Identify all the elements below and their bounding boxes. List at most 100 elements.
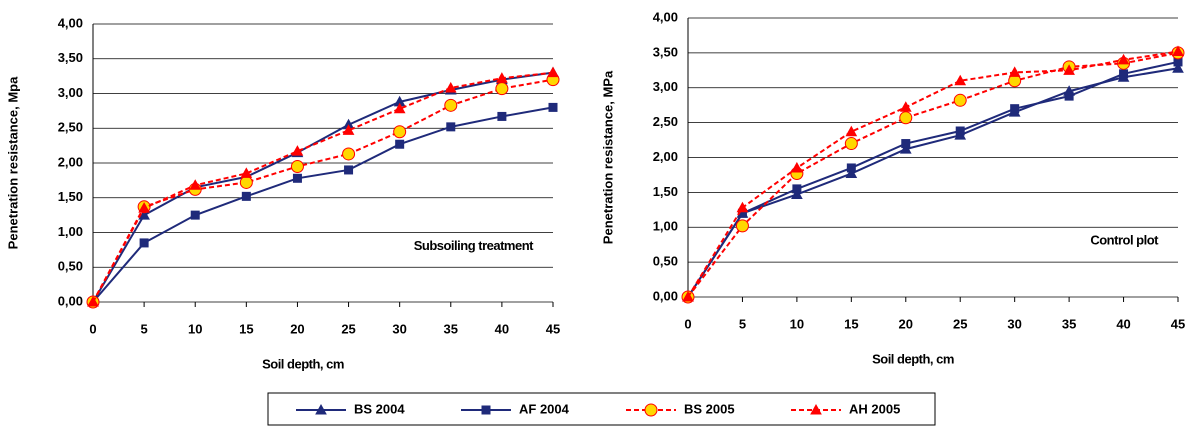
marker (291, 145, 304, 156)
marker (189, 179, 202, 190)
series-line (92, 71, 554, 303)
marker (955, 126, 965, 136)
marker (292, 173, 302, 183)
annotation: Subsoiling treatment (414, 238, 534, 253)
x-tick-label: 30 (1007, 316, 1021, 331)
y-tick-label: 3,50 (653, 44, 678, 59)
marker (241, 191, 251, 201)
marker (1064, 91, 1074, 101)
series-line (687, 67, 1179, 298)
x-tick-label: 35 (1062, 316, 1076, 331)
marker (393, 125, 407, 139)
y-tick-label: 4,00 (58, 15, 83, 30)
y-tick-label: 3,00 (653, 79, 678, 94)
marker (1172, 62, 1184, 73)
marker (899, 101, 912, 112)
y-tick-label: 0,00 (58, 293, 83, 308)
marker (1117, 53, 1130, 65)
marker (342, 147, 356, 161)
y-tick-label: 3,00 (58, 85, 83, 100)
y-axis-label: Penetration resistance, Mpa (5, 76, 20, 249)
marker (846, 163, 856, 173)
y-axis-label: Penetration resistance, MPa (600, 70, 615, 244)
marker (393, 102, 406, 114)
x-tick-label: 5 (739, 316, 746, 331)
marker (791, 188, 803, 199)
x-tick-label: 25 (341, 321, 355, 336)
marker (190, 210, 200, 220)
marker (899, 111, 913, 125)
x-tick-label: 15 (239, 321, 253, 336)
series-line (687, 51, 1179, 298)
x-tick-label: 0 (684, 316, 691, 331)
y-tick-label: 0,50 (58, 259, 83, 274)
marker (1010, 104, 1020, 114)
x-tick-label: 20 (899, 316, 913, 331)
marker (239, 175, 253, 189)
y-tick-label: 2,00 (653, 149, 678, 164)
y-tick-label: 1,50 (58, 189, 83, 204)
marker (444, 81, 457, 93)
series-line (687, 50, 1179, 298)
y-tick-label: 1,00 (653, 219, 678, 234)
y-tick-label: 2,50 (58, 120, 83, 135)
x-tick-label: 40 (1116, 316, 1130, 331)
y-tick-label: 2,50 (653, 114, 678, 129)
y-tick-label: 4,00 (653, 9, 678, 24)
legend-marker (315, 403, 327, 415)
marker (792, 184, 802, 194)
marker (344, 165, 354, 175)
legend-label: BS 2005 (684, 401, 735, 416)
series-line (92, 71, 554, 303)
legend-marker (644, 403, 658, 417)
y-tick-label: 1,00 (58, 224, 83, 239)
x-tick-label: 20 (290, 321, 304, 336)
marker (495, 82, 509, 96)
marker (1008, 66, 1021, 77)
y-tick-label: 1,50 (653, 184, 678, 199)
legend-label: BS 2004 (354, 401, 405, 416)
x-tick-label: 45 (1171, 316, 1185, 331)
marker (953, 93, 967, 107)
marker (899, 143, 912, 154)
marker (844, 137, 858, 151)
marker (496, 72, 508, 83)
y-tick-label: 0,50 (653, 254, 678, 269)
marker (954, 74, 967, 86)
legend-marker (481, 405, 491, 415)
x-tick-label: 35 (444, 321, 458, 336)
marker (290, 159, 304, 173)
marker (446, 122, 456, 132)
marker (139, 238, 149, 248)
x-tick-label: 30 (392, 321, 406, 336)
marker (444, 98, 458, 112)
x-tick-label: 0 (89, 321, 96, 336)
x-axis-label: Soil depth, cm (262, 356, 344, 371)
marker (548, 102, 558, 112)
legend-label: AF 2004 (519, 401, 570, 416)
x-tick-label: 40 (495, 321, 509, 336)
marker (547, 66, 559, 78)
marker (1119, 69, 1129, 79)
legend-marker (810, 403, 822, 415)
y-tick-label: 0,00 (653, 288, 678, 303)
x-axis-label: Soil depth, cm (872, 351, 954, 366)
x-tick-label: 5 (140, 321, 147, 336)
marker (901, 139, 911, 149)
marker (395, 139, 405, 149)
marker (736, 201, 749, 213)
marker (791, 161, 803, 173)
marker (735, 219, 749, 233)
marker (845, 125, 858, 137)
marker (1172, 45, 1184, 56)
marker (87, 295, 99, 307)
x-tick-label: 45 (546, 321, 560, 336)
marker (682, 290, 694, 302)
marker (342, 124, 355, 135)
x-tick-label: 15 (844, 316, 858, 331)
marker (1063, 64, 1075, 75)
x-tick-label: 10 (790, 316, 804, 331)
series-line (92, 78, 554, 303)
x-tick-label: 25 (953, 316, 967, 331)
